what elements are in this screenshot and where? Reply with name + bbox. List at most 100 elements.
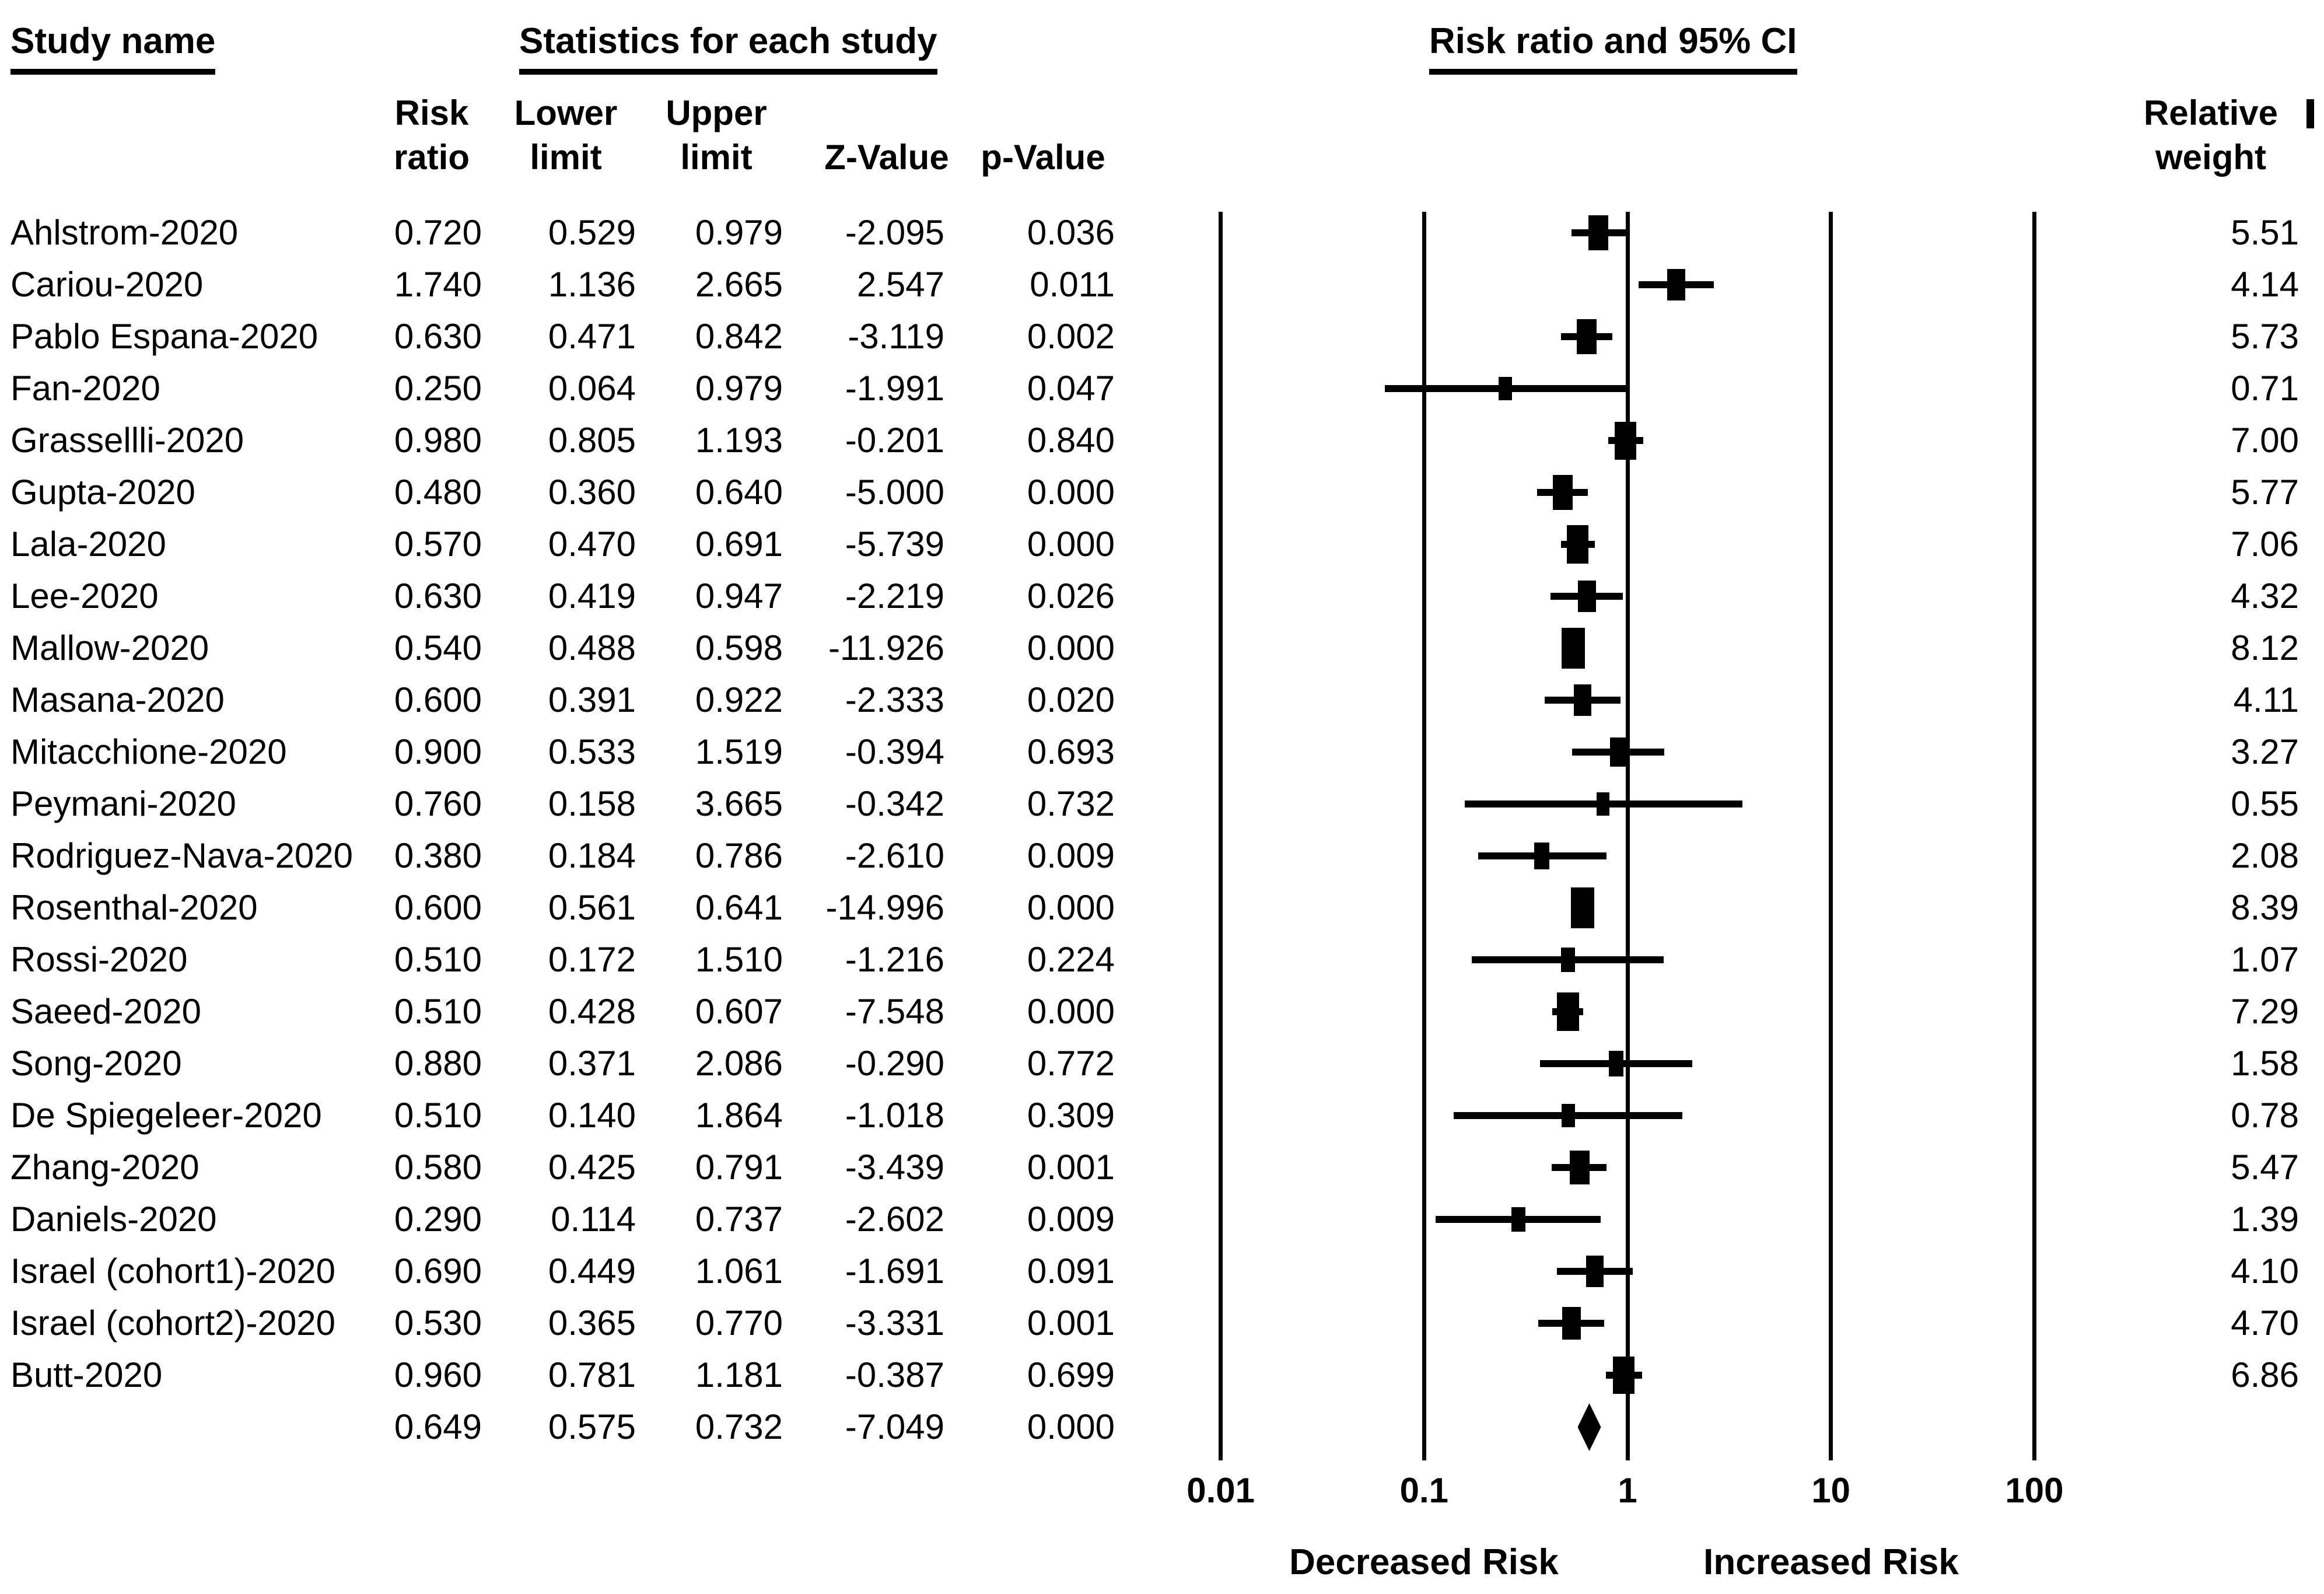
lower-limit-cell: 0.391 <box>548 680 636 719</box>
study-name-cell: Cariou-2020 <box>10 265 204 304</box>
z-value-cell: -11.926 <box>828 628 944 667</box>
study-name-cell: Peymani-2020 <box>10 784 236 823</box>
relative-weight-line1: Relative <box>2143 93 2278 132</box>
study-name-cell: Pablo Espana-2020 <box>10 317 318 356</box>
upper-limit-cell: 1.061 <box>695 1252 783 1291</box>
lower-limit-cell: 0.781 <box>548 1355 636 1394</box>
relative-weight-cell: 5.77 <box>2231 473 2299 512</box>
p-value-cell: 0.011 <box>1030 265 1115 304</box>
summary-p-value-cell: 0.000 <box>1027 1407 1115 1446</box>
upper-limit-cell: 0.842 <box>695 317 783 356</box>
column-title-statistics: Statistics for each study <box>519 23 937 75</box>
z-value-cell: -1.991 <box>845 369 944 408</box>
study-name-cell: Gupta-2020 <box>10 473 195 512</box>
upper-limit-cell: 2.086 <box>695 1044 783 1083</box>
risk-ratio-cell: 0.480 <box>394 473 482 512</box>
lower-limit-cell: 0.140 <box>548 1096 636 1135</box>
risk-ratio-cell: 0.600 <box>394 888 482 927</box>
z-value-cell: -1.216 <box>845 940 944 979</box>
upper-limit-cell: 1.864 <box>695 1096 783 1135</box>
study-name-cell: Daniels-2020 <box>10 1200 217 1239</box>
p-value-cell: 0.000 <box>1027 628 1115 667</box>
risk-ratio-marker <box>1557 992 1580 1032</box>
risk-ratio-cell: 0.510 <box>394 1096 482 1135</box>
risk-ratio-marker <box>1667 269 1686 300</box>
relative-weight-cell: 5.51 <box>2231 213 2299 252</box>
z-value-cell: -14.996 <box>825 888 945 927</box>
risk-ratio-cell: 0.960 <box>394 1355 482 1394</box>
risk-ratio-cell: 0.540 <box>394 628 482 667</box>
study-name-cell: Israel (cohort1)-2020 <box>10 1252 335 1291</box>
p-value-cell: 0.026 <box>1027 576 1115 616</box>
risk-ratio-cell: 0.900 <box>394 732 482 771</box>
lower-limit-cell: 0.365 <box>548 1303 636 1343</box>
upper-limit-cell: 1.193 <box>695 421 783 460</box>
p-value-cell: 0.000 <box>1027 473 1115 512</box>
lower-limit-cell: 0.114 <box>551 1200 636 1239</box>
relative-weight-cell: 0.55 <box>2231 784 2299 823</box>
relative-weight-cell: 4.11 <box>2233 680 2299 719</box>
z-value-cell: -1.691 <box>845 1252 944 1291</box>
risk-ratio-marker <box>1577 580 1596 613</box>
p-value-cell: 0.772 <box>1027 1044 1115 1083</box>
lower-limit-cell: 0.449 <box>548 1252 636 1291</box>
upper-limit-cell: 0.786 <box>695 836 783 875</box>
study-name-cell: Butt-2020 <box>10 1355 163 1394</box>
p-value-cell: 0.000 <box>1027 992 1115 1031</box>
subheader-upper-limit-line2: limit <box>680 138 752 177</box>
study-name-cell: Ahlstrom-2020 <box>10 213 239 252</box>
risk-ratio-marker <box>1570 887 1594 929</box>
risk-ratio-marker <box>1534 843 1550 869</box>
risk-ratio-marker <box>1588 215 1609 250</box>
risk-ratio-marker <box>1609 1051 1624 1076</box>
relative-weight-cell: 1.58 <box>2231 1044 2299 1083</box>
lower-limit-cell: 0.428 <box>548 992 636 1031</box>
column-title-risk-ratio-ci: Risk ratio and 95% CI <box>1429 23 1797 75</box>
relative-weight-cell: 7.00 <box>2231 421 2299 460</box>
z-value-cell: -1.018 <box>845 1096 944 1135</box>
axis-gridline-10 <box>1829 212 1833 1460</box>
lower-limit-cell: 0.488 <box>548 628 636 667</box>
axis-label-increased-risk: Increased Risk <box>1703 1542 1959 1582</box>
risk-ratio-cell: 0.530 <box>394 1303 482 1343</box>
risk-ratio-cell: 1.740 <box>394 265 482 304</box>
risk-ratio-marker <box>1577 319 1597 354</box>
upper-limit-cell: 1.519 <box>695 732 783 771</box>
axis-tick-label: 0.01 <box>1186 1471 1255 1510</box>
lower-limit-cell: 0.533 <box>548 732 636 771</box>
upper-limit-cell: 0.598 <box>695 628 783 667</box>
risk-ratio-marker <box>1561 1103 1575 1128</box>
risk-ratio-cell: 0.690 <box>394 1252 482 1291</box>
p-value-cell: 0.001 <box>1027 1148 1115 1187</box>
risk-ratio-marker <box>1615 421 1637 460</box>
relative-weight-cell: 2.08 <box>2231 836 2299 875</box>
relative-weight-cell: 0.78 <box>2231 1096 2299 1135</box>
z-value-cell: -0.387 <box>845 1355 944 1394</box>
relative-weight-cell: 7.29 <box>2231 992 2299 1031</box>
axis-gridline-0.1 <box>1422 212 1426 1460</box>
p-value-cell: 0.009 <box>1027 1200 1115 1239</box>
z-value-cell: 2.547 <box>856 265 944 304</box>
risk-ratio-marker <box>1561 628 1585 669</box>
z-value-cell: -0.342 <box>845 784 944 823</box>
subheader-upper-limit: Upper limit <box>629 91 804 180</box>
relative-weight-cell: 1.39 <box>2231 1200 2299 1239</box>
upper-limit-cell: 0.737 <box>695 1200 783 1239</box>
axis-gridline-0.01 <box>1219 212 1223 1460</box>
upper-limit-cell: 1.181 <box>695 1355 783 1394</box>
subheader-lower-limit: Lower limit <box>478 91 653 180</box>
lower-limit-cell: 0.471 <box>548 317 636 356</box>
risk-ratio-marker <box>1511 1207 1525 1232</box>
risk-ratio-cell: 0.290 <box>394 1200 482 1239</box>
upper-limit-cell: 0.770 <box>695 1303 783 1343</box>
subheader-risk-ratio: Risk ratio <box>344 91 519 180</box>
lower-limit-cell: 0.805 <box>548 421 636 460</box>
risk-ratio-cell: 0.510 <box>394 940 482 979</box>
p-value-cell: 0.047 <box>1027 369 1115 408</box>
p-value-cell: 0.091 <box>1027 1252 1115 1291</box>
risk-ratio-marker <box>1586 1256 1604 1287</box>
z-value-cell: -2.602 <box>845 1200 944 1239</box>
p-value-cell: 0.224 <box>1027 940 1115 979</box>
z-value-cell: -3.439 <box>845 1148 944 1187</box>
